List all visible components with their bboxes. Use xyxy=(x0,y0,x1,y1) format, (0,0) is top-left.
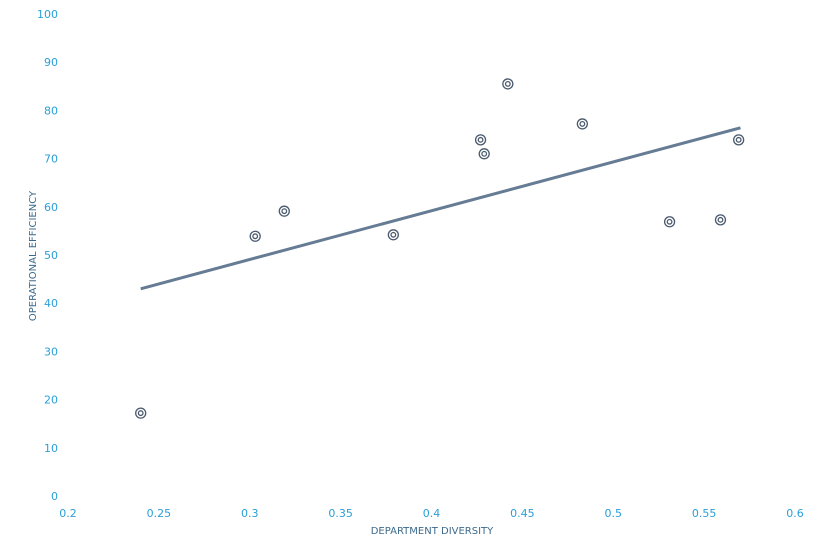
x-tick-label: 0.3 xyxy=(241,507,259,520)
y-tick-label: 80 xyxy=(44,104,58,117)
data-point xyxy=(576,118,589,130)
x-tick-label: 0.2 xyxy=(59,507,77,520)
point-ring xyxy=(249,230,261,242)
point-ring xyxy=(387,229,399,241)
point-ring xyxy=(663,216,676,228)
y-tick-label: 0 xyxy=(51,490,58,503)
point-core xyxy=(735,136,742,143)
data-point xyxy=(663,216,676,228)
data-point xyxy=(502,78,514,90)
data-point xyxy=(714,214,727,226)
point-ring xyxy=(135,407,147,419)
y-tick-label: 50 xyxy=(44,249,58,262)
x-tick-label: 0.6 xyxy=(786,507,804,520)
point-ring xyxy=(478,148,490,160)
y-tick-label: 90 xyxy=(44,56,58,69)
data-point xyxy=(387,229,399,241)
x-tick-label: 0.35 xyxy=(328,507,353,520)
x-tick-label: 0.5 xyxy=(605,507,623,520)
y-tick-label: 100 xyxy=(37,8,58,21)
point-ring xyxy=(733,134,745,146)
y-axis-title: OPERATIONAL EFFICIENCY xyxy=(28,190,39,321)
x-tick-label: 0.25 xyxy=(147,507,172,520)
point-core xyxy=(717,216,724,223)
x-axis-title: DEPARTMENT DIVERSITY xyxy=(371,526,494,537)
x-tick-label: 0.4 xyxy=(423,507,441,520)
y-tick-label: 30 xyxy=(44,345,58,358)
point-core xyxy=(481,150,488,157)
point-core xyxy=(579,120,586,127)
data-point xyxy=(278,205,290,217)
point-core xyxy=(137,410,144,417)
x-tick-label: 0.45 xyxy=(510,507,535,520)
data-point xyxy=(474,134,487,146)
point-core xyxy=(504,80,511,87)
trend-line xyxy=(140,126,741,291)
point-core xyxy=(666,218,673,225)
y-tick-label: 20 xyxy=(44,394,58,407)
x-tick-label: 0.55 xyxy=(692,507,717,520)
data-point xyxy=(478,148,490,160)
point-ring xyxy=(714,214,727,226)
point-ring xyxy=(474,134,487,146)
point-core xyxy=(281,208,288,215)
point-core xyxy=(477,136,484,143)
y-tick-label: 60 xyxy=(44,201,58,214)
y-tick-label: 70 xyxy=(44,153,58,166)
point-ring xyxy=(576,118,589,130)
data-point xyxy=(135,407,147,419)
point-core xyxy=(390,231,397,238)
point-ring xyxy=(278,205,290,217)
data-point xyxy=(249,230,261,242)
data-point xyxy=(733,134,745,146)
y-tick-label: 10 xyxy=(44,442,58,455)
y-tick-label: 40 xyxy=(44,297,58,310)
point-ring xyxy=(502,78,514,90)
point-core xyxy=(252,233,259,240)
